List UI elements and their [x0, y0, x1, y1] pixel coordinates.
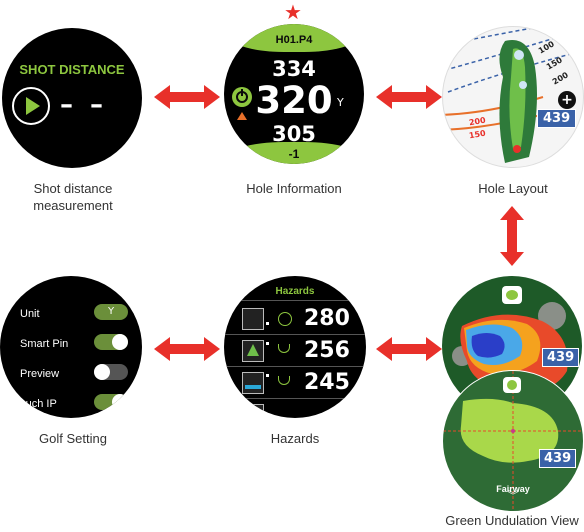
hazard-cup-icon: [278, 344, 290, 353]
carry-marker-icon: [266, 342, 269, 345]
featured-star-icon: ★: [284, 0, 302, 24]
green-map: [443, 371, 583, 511]
distance-badge: 439: [539, 449, 577, 468]
touch-ip-toggle[interactable]: [94, 394, 128, 410]
distance-badge: 439: [542, 348, 580, 367]
water-icon: [242, 372, 264, 394]
play-button[interactable]: [12, 87, 50, 125]
hole-layout-screen[interactable]: 100 150 200 200 150 + 439: [442, 26, 584, 168]
arrow-hazards-green: [376, 337, 442, 361]
fairway-label: Fairway: [496, 484, 530, 494]
green-icon: [232, 87, 252, 107]
hazard-cup-icon: [278, 376, 290, 385]
tree-icon: [242, 340, 264, 362]
hazard-row-partial-icon: [242, 404, 264, 418]
green-view-icon[interactable]: [502, 286, 522, 304]
shot-distance-caption: Shot distance measurement: [0, 180, 146, 214]
score-band: -1: [224, 142, 364, 164]
carry-marker-icon: [266, 374, 269, 377]
golf-setting-screen[interactable]: Unit Y Smart Pin Preview Touch IP: [0, 276, 142, 418]
hole-label: H01.P4: [275, 34, 313, 46]
play-icon: [26, 97, 40, 115]
hazard-row[interactable]: 245: [224, 368, 366, 399]
carry-marker-icon: [266, 322, 269, 325]
green-undulation-caption: Green Undulation View: [445, 513, 579, 528]
hazard-distance: 280: [304, 306, 350, 331]
shot-distance-title: SHOT DISTANCE: [19, 62, 125, 77]
distance-badge: 439: [537, 109, 577, 128]
hazard-distance: 245: [304, 370, 350, 395]
center-distance: 320: [255, 79, 333, 122]
hole-layout-map: [443, 27, 579, 164]
hazard-distance: 256: [304, 338, 350, 363]
setting-row-preview[interactable]: Preview: [20, 362, 130, 382]
arrow-setting-hazards: [154, 337, 220, 361]
hazards-caption: Hazards: [270, 431, 320, 446]
chevron-down-icon[interactable]: ︾: [508, 491, 518, 502]
hole-info-screen[interactable]: H01.P4 334 320 Y 305 -1: [224, 24, 364, 164]
hazard-row[interactable]: 280: [224, 304, 366, 335]
golf-setting-caption: Golf Setting: [39, 431, 107, 446]
bunker-icon: [242, 308, 264, 330]
setting-label: Unit: [20, 308, 40, 320]
shot-distance-value: – –: [60, 90, 108, 120]
arrow-layout-green: [500, 206, 524, 266]
hole-info-caption: Hole Information: [246, 181, 342, 196]
hazards-screen[interactable]: Hazards 280 256 245: [224, 276, 366, 418]
undulation-heatmap: [452, 302, 568, 392]
flag-icon: [237, 112, 247, 120]
arrow-hole-layout: [376, 85, 442, 109]
score-value: -1: [288, 147, 300, 161]
setting-label: Smart Pin: [20, 338, 69, 350]
shot-distance-screen[interactable]: SHOT DISTANCE – –: [2, 28, 142, 168]
caption-line: measurement: [33, 198, 113, 213]
unit-label: Y: [337, 96, 344, 109]
hazards-title: Hazards: [275, 286, 315, 297]
unit-pill[interactable]: Y: [94, 304, 128, 320]
setting-row-unit[interactable]: Unit Y: [20, 302, 130, 322]
zoom-in-button[interactable]: +: [558, 91, 576, 109]
setting-label: Preview: [20, 368, 60, 380]
hole-layout-caption: Hole Layout: [478, 181, 548, 196]
arrow-shot-hole: [154, 85, 220, 109]
preview-toggle[interactable]: [94, 364, 128, 380]
hole-label-band: H01.P4: [224, 24, 364, 52]
unit-value: Y: [107, 306, 115, 317]
caption-line: Shot distance: [33, 181, 113, 196]
green-undulation-screen-2[interactable]: 439 Fairway ︾: [442, 370, 584, 512]
hazard-row[interactable]: 256: [224, 336, 366, 367]
setting-label: Touch IP: [14, 398, 57, 410]
plus-icon: +: [561, 92, 573, 108]
setting-row-touch-ip[interactable]: Touch IP: [14, 392, 130, 412]
green-view-icon[interactable]: [503, 377, 521, 393]
setting-row-smart-pin[interactable]: Smart Pin: [20, 332, 130, 352]
smart-pin-toggle[interactable]: [94, 334, 128, 350]
back-distance: 334: [272, 57, 316, 81]
hazard-target-icon: [278, 312, 292, 326]
